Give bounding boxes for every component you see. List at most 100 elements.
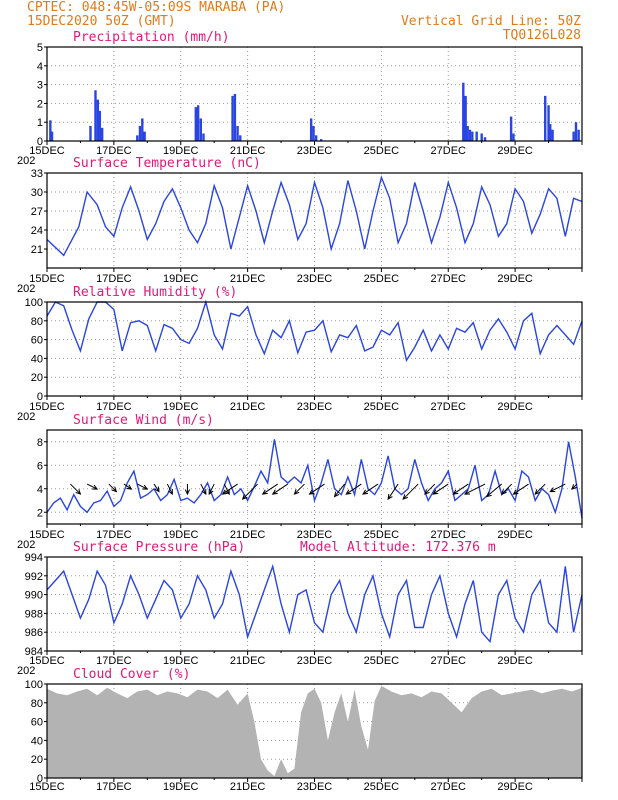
wind-arrow-head: [221, 489, 228, 495]
wind-arrow-head: [261, 489, 268, 495]
x-tick-label: 19DEC: [163, 529, 199, 541]
precip-bar: [464, 95, 467, 141]
y-tick-label: 1: [37, 117, 43, 129]
wind-arrow-shaft: [166, 483, 173, 495]
precip-bar: [98, 110, 102, 141]
wind-arrow-head: [345, 489, 352, 495]
precip-bar: [96, 99, 100, 141]
y-tick-label: 21: [31, 244, 43, 256]
wind-arrow-head: [333, 491, 340, 498]
wind-arrow-shaft: [242, 483, 259, 500]
wind-arrow-head: [201, 489, 207, 496]
panel-title: Surface Temperature (nC): [73, 156, 261, 171]
wind-arrow-head: [402, 494, 409, 500]
y-tick-label: 100: [25, 679, 43, 691]
series-line: [46, 299, 583, 363]
x-tick-label: 27DEC: [431, 529, 467, 541]
precip-bar: [462, 82, 465, 141]
x-tick-label: 25DEC: [364, 145, 400, 157]
precip-bar: [312, 125, 315, 141]
panel-title: Surface Pressure (hPa): [73, 540, 245, 555]
x-tick-label: 21DEC: [230, 145, 266, 157]
panel-frame: [46, 301, 583, 397]
precip-bar: [512, 133, 515, 141]
x-tick-label: 21DEC: [230, 401, 266, 413]
date-info-line2: 15DEC2020 50Z (GMT): [27, 14, 176, 29]
precip-bar: [49, 120, 52, 141]
x-tick-label: 29DEC: [497, 655, 533, 667]
precip-bar: [136, 135, 139, 141]
x-tick-label: 25DEC: [364, 273, 400, 285]
wind-arrow-shaft: [550, 483, 566, 492]
x-tick-label: 25DEC: [364, 529, 400, 541]
y-tick-label: 992: [25, 571, 43, 583]
year-stub-label: 202: [17, 155, 35, 167]
wind-arrow-shaft: [402, 483, 419, 500]
wind-arrow-shaft: [222, 483, 238, 495]
wind-arrow-head: [549, 487, 556, 493]
y-tick-label: 5: [37, 42, 43, 54]
x-tick-label: 23DEC: [297, 401, 333, 413]
x-tick-label: 27DEC: [431, 273, 467, 285]
precip-bar: [138, 125, 142, 141]
wind-arrow-head: [387, 494, 393, 501]
panel-title: Precipitation (mm/h): [73, 30, 230, 45]
precip-bar: [94, 90, 97, 141]
precip-bar: [236, 125, 239, 141]
x-tick-label: 15DEC: [29, 655, 65, 667]
y-tick-label: 994: [25, 552, 43, 564]
wind-arrow-shaft: [70, 483, 81, 495]
wind-arrow-shaft: [208, 483, 215, 495]
x-tick-label: 23DEC: [297, 145, 333, 157]
precip-bar: [574, 122, 578, 141]
y-tick-label: 986: [25, 627, 43, 639]
x-tick-label: 19DEC: [163, 655, 199, 667]
precip-bar: [483, 137, 487, 141]
panel-title: Cloud Cover (%): [73, 667, 190, 682]
y-tick-label: 0: [37, 773, 43, 785]
y-tick-label: 984: [25, 646, 43, 658]
y-tick-label: 2: [37, 98, 43, 110]
precip-bar: [202, 133, 205, 141]
wind-arrow-shaft: [464, 483, 486, 495]
precip-bar: [471, 131, 474, 141]
wind-arrow-shaft: [153, 483, 160, 492]
x-tick-label: 27DEC: [431, 655, 467, 667]
precip-bar: [468, 129, 472, 141]
year-stub-label: 202: [17, 411, 35, 423]
wind-arrow-shaft: [86, 483, 98, 490]
y-tick-label: 2: [37, 507, 43, 519]
wind-arrow-head: [512, 489, 519, 495]
wind-arrow-shaft: [453, 483, 469, 495]
wind-arrow-shaft: [387, 483, 399, 500]
wind-arrow-shaft: [334, 483, 345, 497]
x-tick-label: 17DEC: [96, 145, 132, 157]
y-tick-label: 4: [37, 484, 43, 496]
wind-arrow-head: [452, 489, 459, 495]
y-tick-label: 3: [37, 80, 43, 92]
x-tick-label: 23DEC: [297, 529, 333, 541]
wind-arrow-head: [92, 484, 99, 490]
wind-arrow-head: [208, 489, 214, 496]
wind-arrow-head: [241, 494, 248, 500]
x-tick-label: 17DEC: [96, 781, 132, 793]
y-tick-label: 0: [37, 136, 43, 148]
precip-bar: [309, 118, 313, 141]
wind-arrow-shaft: [262, 483, 278, 495]
precip-bar: [314, 135, 318, 141]
x-tick-label: 29DEC: [497, 145, 533, 157]
y-tick-label: 4: [37, 61, 43, 73]
wind-arrow-head: [424, 489, 430, 495]
precip-bar: [480, 133, 483, 141]
y-tick-label: 990: [25, 590, 43, 602]
wind-arrow-head: [142, 484, 149, 490]
wind-arrow-head: [75, 489, 82, 495]
x-tick-label: 23DEC: [297, 655, 333, 667]
x-tick-label: 25DEC: [364, 655, 400, 667]
x-tick-label: 29DEC: [497, 529, 533, 541]
wind-arrow-head: [571, 484, 577, 490]
precip-bar: [466, 125, 469, 141]
station-info-line1: CPTEC: 048:45W-05:09S MARABA (PA): [27, 0, 286, 15]
wind-arrow-head: [485, 491, 492, 498]
